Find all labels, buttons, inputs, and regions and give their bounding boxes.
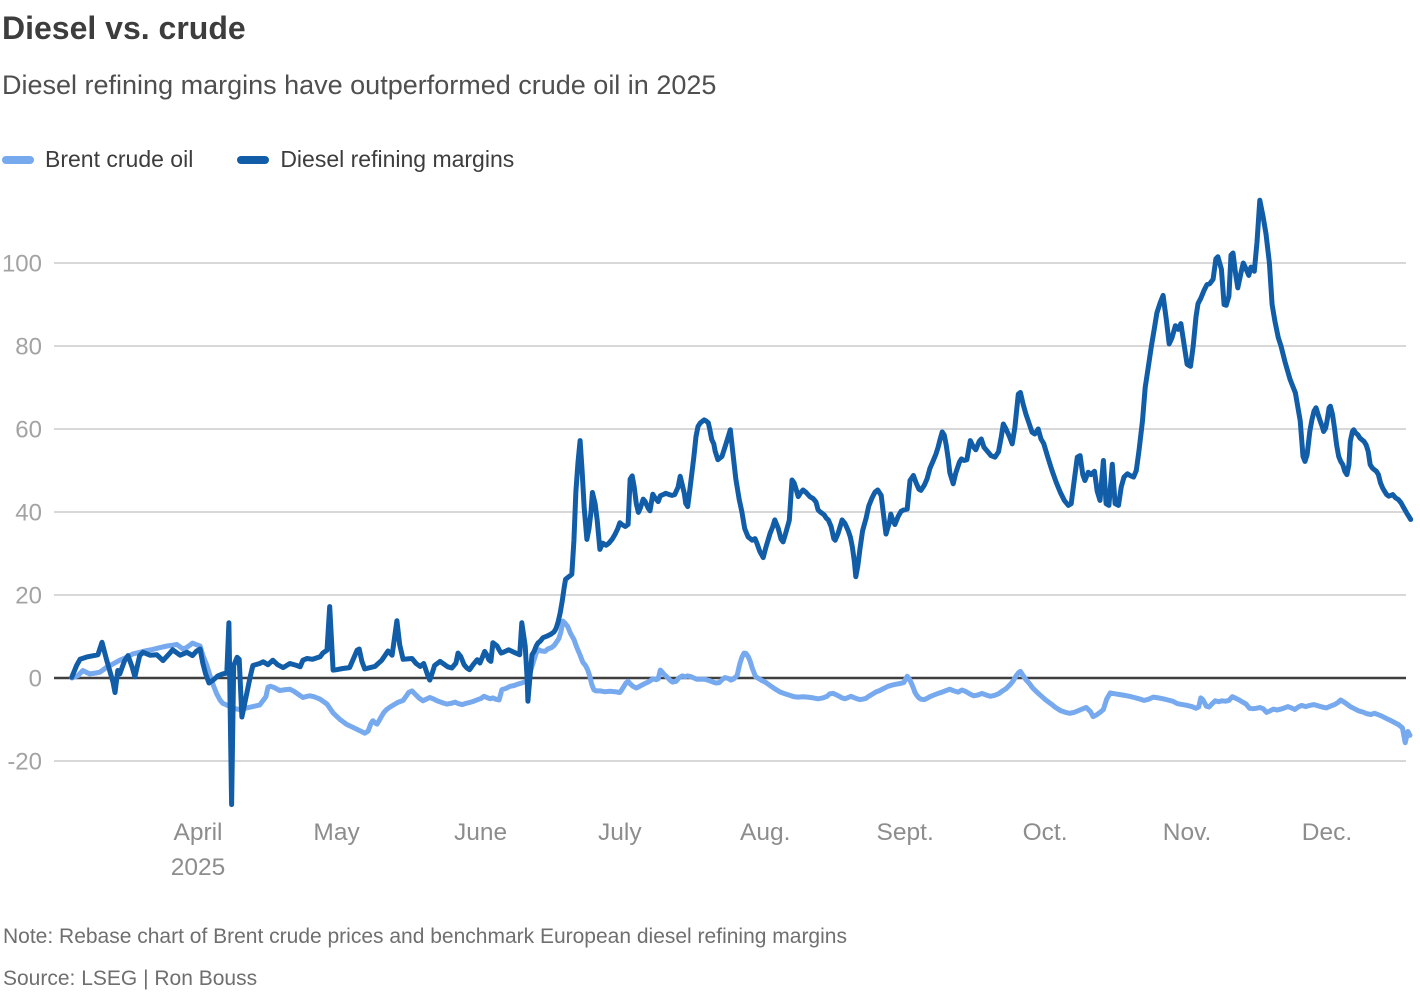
x-tick-label: Nov. bbox=[1163, 819, 1212, 846]
x-tick-label: Aug. bbox=[740, 819, 790, 846]
chart-subtitle: Diesel refining margins have outperforme… bbox=[2, 70, 717, 100]
x-tick-label: May bbox=[313, 819, 360, 846]
y-tick-label: 60 bbox=[15, 417, 42, 444]
y-tick-label: 100 bbox=[2, 251, 42, 278]
x-tick-label: June bbox=[454, 819, 507, 846]
legend-item-diesel: Diesel refining margins bbox=[237, 146, 514, 173]
legend: Brent crude oil Diesel refining margins bbox=[2, 146, 558, 173]
brent-swatch-icon bbox=[2, 155, 34, 164]
x-tick-sublabel: 2025 bbox=[171, 854, 226, 881]
diesel-line bbox=[69, 197, 1414, 808]
diesel-swatch-icon bbox=[237, 155, 270, 164]
chart-source: Source: LSEG | Ron Bouss bbox=[3, 967, 258, 990]
y-tick-label: 40 bbox=[15, 500, 42, 527]
x-tick-label: July bbox=[598, 819, 642, 846]
x-tick-label: April bbox=[173, 819, 222, 846]
x-tick-label: Dec. bbox=[1302, 819, 1352, 846]
y-tick-label: 0 bbox=[29, 666, 42, 693]
chart-note: Note: Rebase chart of Brent crude prices… bbox=[3, 925, 847, 948]
legend-item-brent: Brent crude oil bbox=[2, 146, 193, 173]
y-tick-label: 20 bbox=[15, 583, 42, 610]
chart-title: Diesel vs. crude bbox=[2, 10, 246, 46]
legend-label-brent: Brent crude oil bbox=[45, 146, 194, 172]
x-tick-label: Sept. bbox=[877, 819, 934, 846]
brent-line bbox=[69, 618, 1413, 746]
y-tick-label: 80 bbox=[15, 334, 42, 361]
x-tick-label: Oct. bbox=[1023, 819, 1068, 846]
y-tick-label: -20 bbox=[7, 749, 42, 776]
legend-label-diesel: Diesel refining margins bbox=[280, 146, 515, 172]
